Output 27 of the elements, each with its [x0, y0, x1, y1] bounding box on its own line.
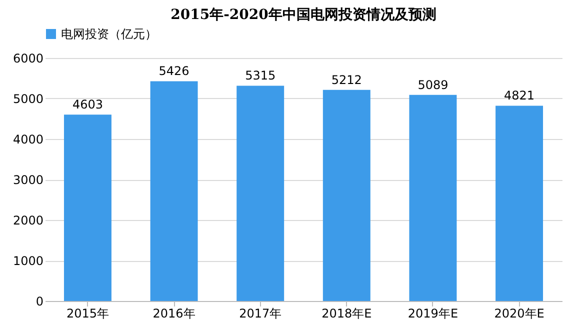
y-tick-label: 2000 — [12, 214, 44, 228]
x-tick-label: 2018年E — [322, 306, 372, 320]
y-tick-label: 3000 — [12, 173, 44, 187]
y-tick-label: 4000 — [12, 132, 44, 146]
bar — [64, 114, 112, 301]
bar — [322, 90, 370, 301]
y-tick-label: 6000 — [12, 52, 44, 66]
y-tick-label: 1000 — [12, 254, 44, 268]
x-tick-label: 2016年 — [152, 306, 196, 320]
bar — [409, 94, 457, 301]
legend-label: 电网投资（亿元） — [61, 27, 157, 41]
data-label: 5089 — [418, 78, 448, 92]
x-tick-label: 2015年 — [66, 306, 109, 320]
chart-title: 2015年-2020年中国电网投资情况及预测 — [170, 7, 436, 23]
data-label: 5426 — [158, 64, 190, 78]
bar — [496, 106, 544, 301]
y-tick-label: 0 — [36, 294, 44, 308]
x-tick-label: 2017年 — [239, 306, 282, 320]
data-label: 5315 — [245, 68, 276, 83]
bar — [236, 86, 284, 301]
x-tick-label: 2019年E — [408, 306, 458, 320]
data-label: 5212 — [331, 72, 362, 87]
data-label: 4603 — [72, 98, 103, 112]
data-label: 4821 — [504, 88, 535, 103]
bar — [150, 81, 198, 301]
x-tick-label: 2020年E — [494, 306, 544, 320]
y-tick-label: 5000 — [12, 92, 44, 106]
